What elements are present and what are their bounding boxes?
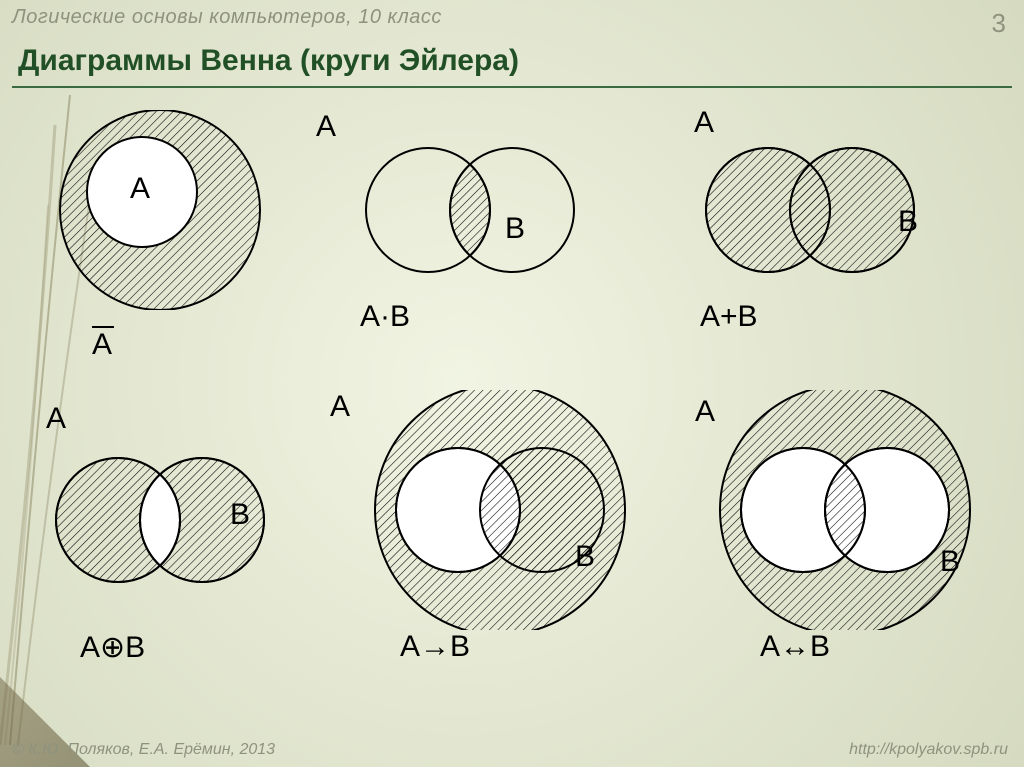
venn-not: [30, 110, 290, 370]
venn-equiv: [680, 390, 1010, 690]
page-header: Логические основы компьютеров, 10 класс: [12, 6, 442, 29]
label-or-A: A: [694, 106, 714, 140]
expr-xor: A⊕B: [80, 630, 145, 665]
label-and-A: A: [316, 110, 336, 144]
expr-not: A: [92, 328, 112, 362]
expr-impl: A→B: [400, 630, 470, 664]
venn-impl: [330, 390, 670, 690]
slide-number: 3: [992, 8, 1006, 39]
venn-or: [650, 110, 970, 370]
label-and-B: B: [505, 212, 525, 246]
venn-xor: [30, 410, 290, 690]
label-impl-A: A: [330, 390, 350, 424]
page-title: Диаграммы Венна (круги Эйлера): [18, 44, 519, 78]
label-or-B: B: [898, 205, 918, 239]
title-rule: [12, 86, 1012, 88]
expr-or: A+B: [700, 300, 758, 334]
expr-and: A·B: [360, 300, 410, 334]
label-equiv-B: B: [940, 545, 960, 579]
label-xor-B: B: [230, 498, 250, 532]
expr-not-overline: [92, 326, 114, 328]
footer-right: http://kpolyakov.spb.ru: [849, 741, 1008, 759]
label-impl-B: B: [575, 540, 595, 574]
label-equiv-A: A: [695, 395, 715, 429]
diagram-grid: A A A B A·B A B A+B A B A⊕B A B A→B A B A↔B: [0, 100, 1024, 720]
label-xor-A: A: [46, 402, 66, 436]
footer-left: © К.Ю. Поляков, Е.А. Ерёмин, 2013: [12, 741, 275, 759]
label-not-A: A: [130, 172, 150, 206]
expr-equiv: A↔B: [760, 630, 830, 664]
